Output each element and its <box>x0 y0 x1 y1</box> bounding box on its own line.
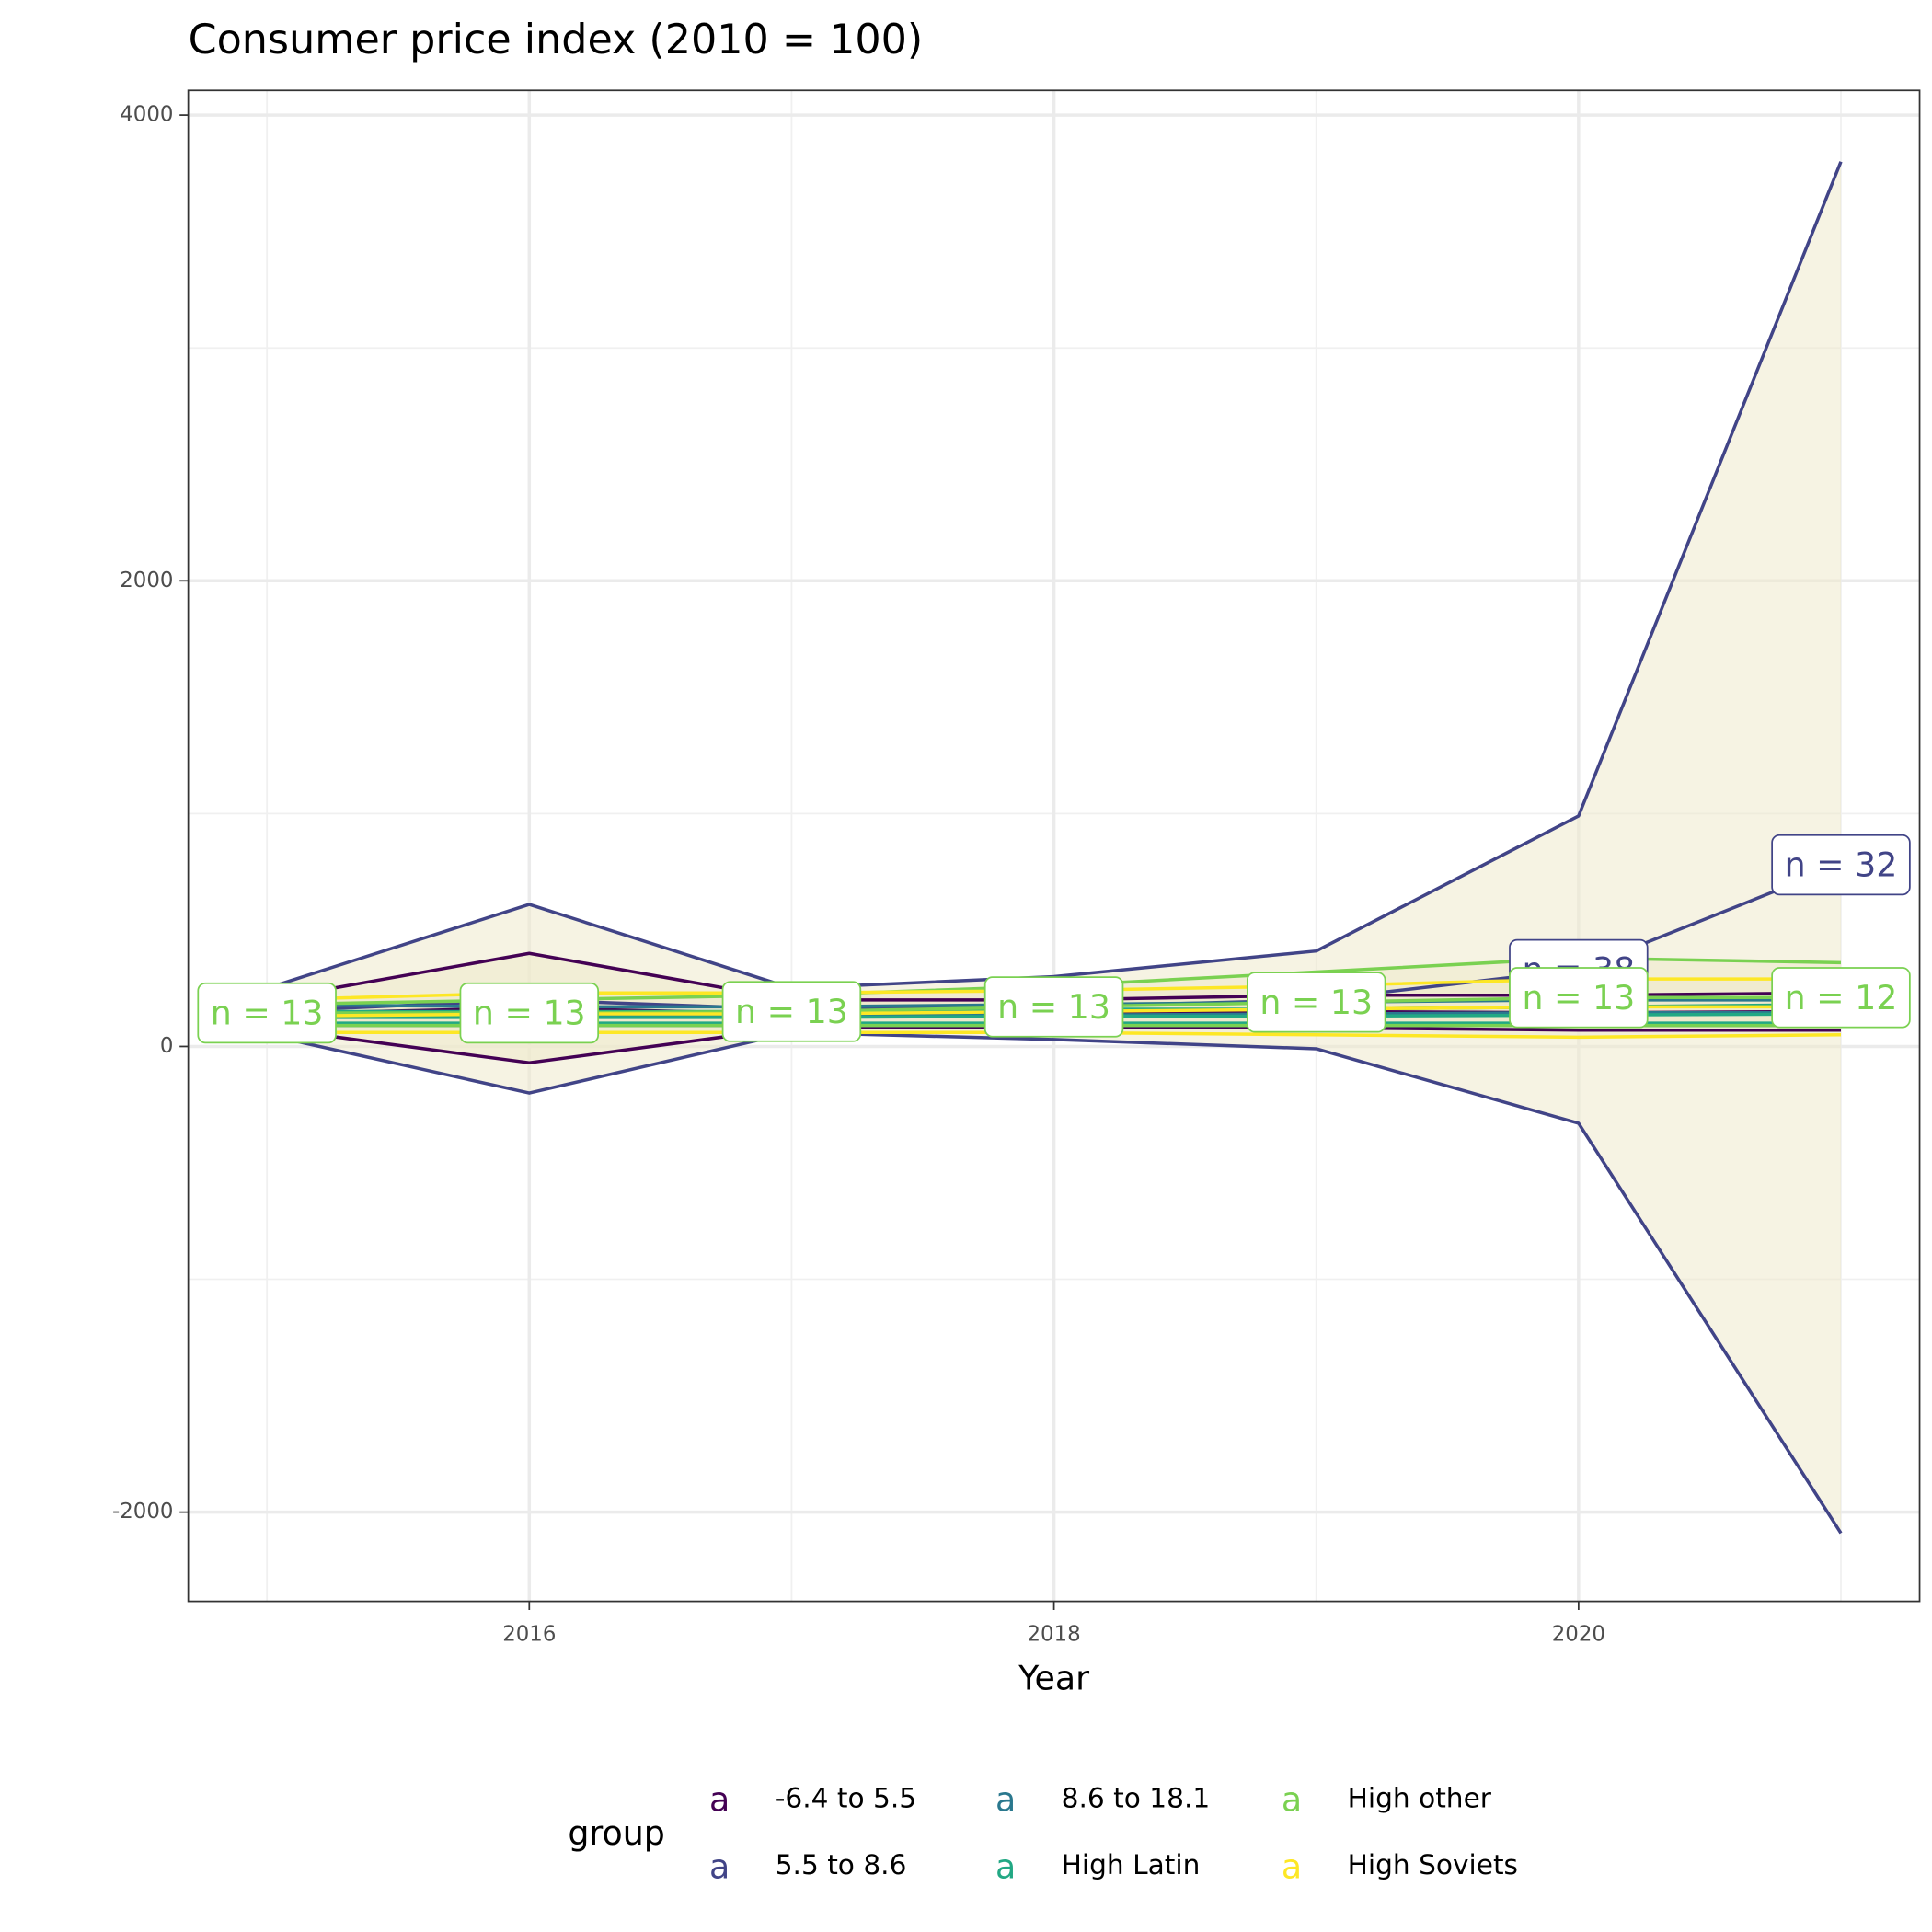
x-tick-label: 2020 <box>1552 1622 1605 1646</box>
y-tick-label: 2000 <box>120 569 173 592</box>
n-label-text: n = 32 <box>1785 845 1898 885</box>
axes: 2016 2018 2020 -2000 0 2000 4000 <box>112 103 1605 1647</box>
n-label-box <box>1771 834 1911 896</box>
y-tick-label: 4000 <box>120 103 173 127</box>
n-label-text: n = 13 <box>735 992 848 1031</box>
n-label-text: n = 13 <box>1522 978 1635 1018</box>
n-label-text: n = 13 <box>997 987 1110 1027</box>
legend-key: a <box>995 1846 1016 1886</box>
plot-area: n = 38n = 32n = 13n = 13n = 13n = 13n = … <box>197 161 1911 1535</box>
n-label-box <box>459 982 600 1044</box>
n-label: n = 13 <box>983 976 1124 1038</box>
n-label-box <box>1509 967 1649 1029</box>
x-axis-label: Year <box>1018 1659 1089 1698</box>
y-tick-label: 0 <box>160 1034 174 1058</box>
legend-label: -6.4 to 5.5 <box>776 1782 916 1813</box>
n-label: n = 13 <box>1246 972 1386 1033</box>
x-tick-label: 2016 <box>502 1622 556 1646</box>
legend: a -6.4 to 5.5 a 5.5 to 8.6 a 8.6 to 18.1 a High… <box>709 1780 1518 1887</box>
n-label-box <box>1246 972 1386 1033</box>
legend-key: a <box>995 1780 1016 1820</box>
n-label: n = 13 <box>721 981 862 1042</box>
n-label: n = 13 <box>197 982 337 1044</box>
x-tick-label: 2018 <box>1027 1622 1080 1646</box>
n-label: n = 12 <box>1771 967 1911 1029</box>
n-label-box <box>721 981 862 1042</box>
legend-key: a <box>1282 1846 1302 1886</box>
legend-title: group <box>568 1813 665 1853</box>
legend-label: High Latin <box>1062 1849 1201 1880</box>
legend-label: High other <box>1348 1782 1492 1813</box>
legend-label: High Soviets <box>1348 1849 1518 1880</box>
n-label-text: n = 12 <box>1785 978 1898 1018</box>
legend-key: a <box>709 1780 730 1820</box>
ribbon <box>267 161 1841 1534</box>
n-label: n = 32 <box>1771 834 1911 896</box>
n-label-text: n = 13 <box>1259 983 1373 1022</box>
chart-title: Consumer price index (2010 = 100) <box>189 17 924 63</box>
n-label-text: n = 13 <box>473 994 586 1033</box>
y-tick-label: -2000 <box>112 1500 173 1524</box>
bound-line <box>266 1030 1843 1535</box>
n-label: n = 13 <box>459 982 600 1044</box>
n-label: n = 13 <box>1509 967 1649 1029</box>
legend-key: a <box>1282 1780 1302 1820</box>
n-label-box <box>197 982 337 1044</box>
legend-label: 8.6 to 18.1 <box>1062 1782 1211 1813</box>
legend-label: 5.5 to 8.6 <box>776 1849 907 1880</box>
legend-key: a <box>709 1846 730 1886</box>
n-label-text: n = 13 <box>211 994 324 1033</box>
n-label-box <box>1771 967 1911 1029</box>
n-label-box <box>983 976 1124 1038</box>
